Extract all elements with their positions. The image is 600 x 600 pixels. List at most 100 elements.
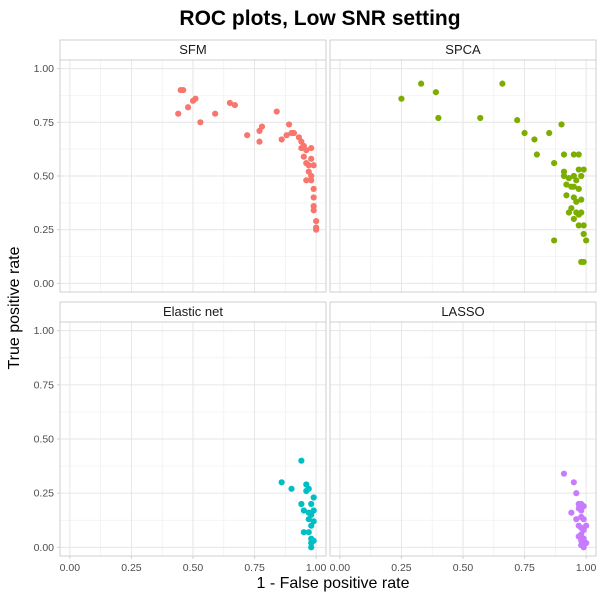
data-point bbox=[300, 153, 307, 160]
x-tick-label: 0.50 bbox=[183, 562, 204, 574]
data-point bbox=[580, 516, 587, 523]
data-point bbox=[313, 226, 320, 233]
data-point bbox=[583, 237, 590, 244]
x-tick-label: 0.75 bbox=[514, 562, 535, 574]
data-point bbox=[300, 507, 307, 514]
panel-strip-label: SPCA bbox=[445, 42, 481, 57]
data-point bbox=[310, 494, 317, 501]
y-tick-label: 0.75 bbox=[34, 379, 55, 391]
data-point bbox=[283, 132, 290, 139]
data-point bbox=[184, 104, 192, 111]
data-point bbox=[305, 529, 312, 536]
data-point bbox=[560, 470, 568, 477]
panel-border bbox=[329, 59, 597, 293]
data-point bbox=[551, 160, 558, 167]
data-point bbox=[575, 151, 582, 158]
data-point bbox=[477, 114, 484, 122]
y-tick-label: 1.00 bbox=[34, 63, 55, 75]
panels: SFM 0.00 0.25 0.50 0.75 1.00 SPCA Elastic net 0.… bbox=[34, 39, 597, 574]
data-point bbox=[231, 102, 238, 109]
data-point bbox=[563, 181, 570, 188]
x-tick-label: 1.00 bbox=[576, 562, 597, 574]
data-point bbox=[573, 490, 580, 497]
data-point bbox=[583, 522, 590, 529]
data-point bbox=[300, 529, 307, 536]
data-point bbox=[580, 503, 587, 510]
data-point bbox=[308, 177, 315, 184]
data-point bbox=[310, 194, 317, 201]
data-point bbox=[580, 166, 587, 173]
x-tick-label: 0.00 bbox=[330, 562, 351, 574]
data-point bbox=[551, 237, 558, 244]
panel-lasso: LASSO 0.00 0.25 0.50 0.75 1.00 bbox=[329, 301, 597, 574]
data-point bbox=[273, 108, 280, 115]
data-point bbox=[580, 230, 587, 238]
data-point bbox=[308, 155, 315, 162]
data-point bbox=[568, 509, 575, 516]
y-tick-label: 0.25 bbox=[34, 488, 55, 500]
y-tick-label: 0.50 bbox=[34, 171, 55, 183]
y-tick-label: 0.75 bbox=[34, 117, 55, 129]
x-tick-label: 0.50 bbox=[453, 562, 474, 574]
data-point bbox=[418, 80, 425, 87]
panel-strip-label: LASSO bbox=[441, 304, 484, 319]
x-tick-label: 0.00 bbox=[60, 562, 81, 574]
data-point bbox=[180, 86, 187, 94]
data-point bbox=[398, 95, 405, 102]
data-point bbox=[308, 172, 315, 180]
data-point bbox=[303, 177, 310, 184]
data-point bbox=[197, 119, 204, 126]
data-point bbox=[580, 222, 587, 229]
data-point bbox=[310, 202, 317, 210]
data-point bbox=[305, 162, 312, 169]
data-point bbox=[575, 185, 582, 192]
data-point bbox=[278, 479, 285, 486]
data-point bbox=[570, 479, 577, 486]
data-point bbox=[533, 151, 540, 158]
data-point bbox=[573, 198, 580, 205]
x-tick-label: 1.00 bbox=[306, 562, 327, 574]
data-point bbox=[578, 196, 585, 203]
data-point bbox=[546, 129, 553, 137]
x-tick-label: 0.25 bbox=[391, 562, 412, 574]
data-point bbox=[568, 205, 575, 212]
data-point bbox=[578, 172, 585, 180]
data-point bbox=[278, 136, 285, 143]
y-tick-label: 0.25 bbox=[34, 224, 55, 236]
data-point bbox=[244, 132, 251, 139]
y-tick-label: 0.00 bbox=[34, 278, 55, 290]
data-point bbox=[308, 144, 315, 152]
data-point bbox=[578, 209, 585, 216]
data-point bbox=[521, 129, 528, 137]
panel-elastic-net: Elastic net 0.00 0.25 0.50 0.75 1.00 0.00 0.25 0… bbox=[34, 301, 327, 574]
data-point bbox=[560, 172, 568, 180]
data-point bbox=[573, 177, 580, 184]
data-point bbox=[285, 121, 293, 128]
data-point bbox=[575, 222, 582, 229]
data-point bbox=[212, 110, 219, 117]
data-point bbox=[499, 80, 506, 87]
data-point bbox=[298, 457, 305, 464]
data-point bbox=[308, 500, 315, 508]
data-point bbox=[580, 258, 587, 266]
data-point bbox=[290, 129, 298, 137]
data-point bbox=[565, 175, 573, 182]
panel-strip-label: SFM bbox=[179, 42, 206, 57]
data-point bbox=[531, 136, 538, 143]
data-point bbox=[310, 537, 317, 544]
data-point bbox=[308, 511, 315, 518]
data-point bbox=[305, 485, 312, 492]
data-point bbox=[560, 151, 568, 158]
data-point bbox=[560, 168, 568, 175]
data-point bbox=[258, 123, 266, 130]
data-point bbox=[175, 110, 182, 117]
data-point bbox=[303, 147, 310, 154]
data-point bbox=[435, 114, 442, 122]
data-point bbox=[192, 95, 199, 102]
x-tick-label: 0.75 bbox=[244, 562, 265, 574]
data-point bbox=[570, 151, 577, 158]
data-point bbox=[570, 183, 577, 190]
data-point bbox=[310, 518, 317, 525]
data-point bbox=[558, 121, 565, 128]
